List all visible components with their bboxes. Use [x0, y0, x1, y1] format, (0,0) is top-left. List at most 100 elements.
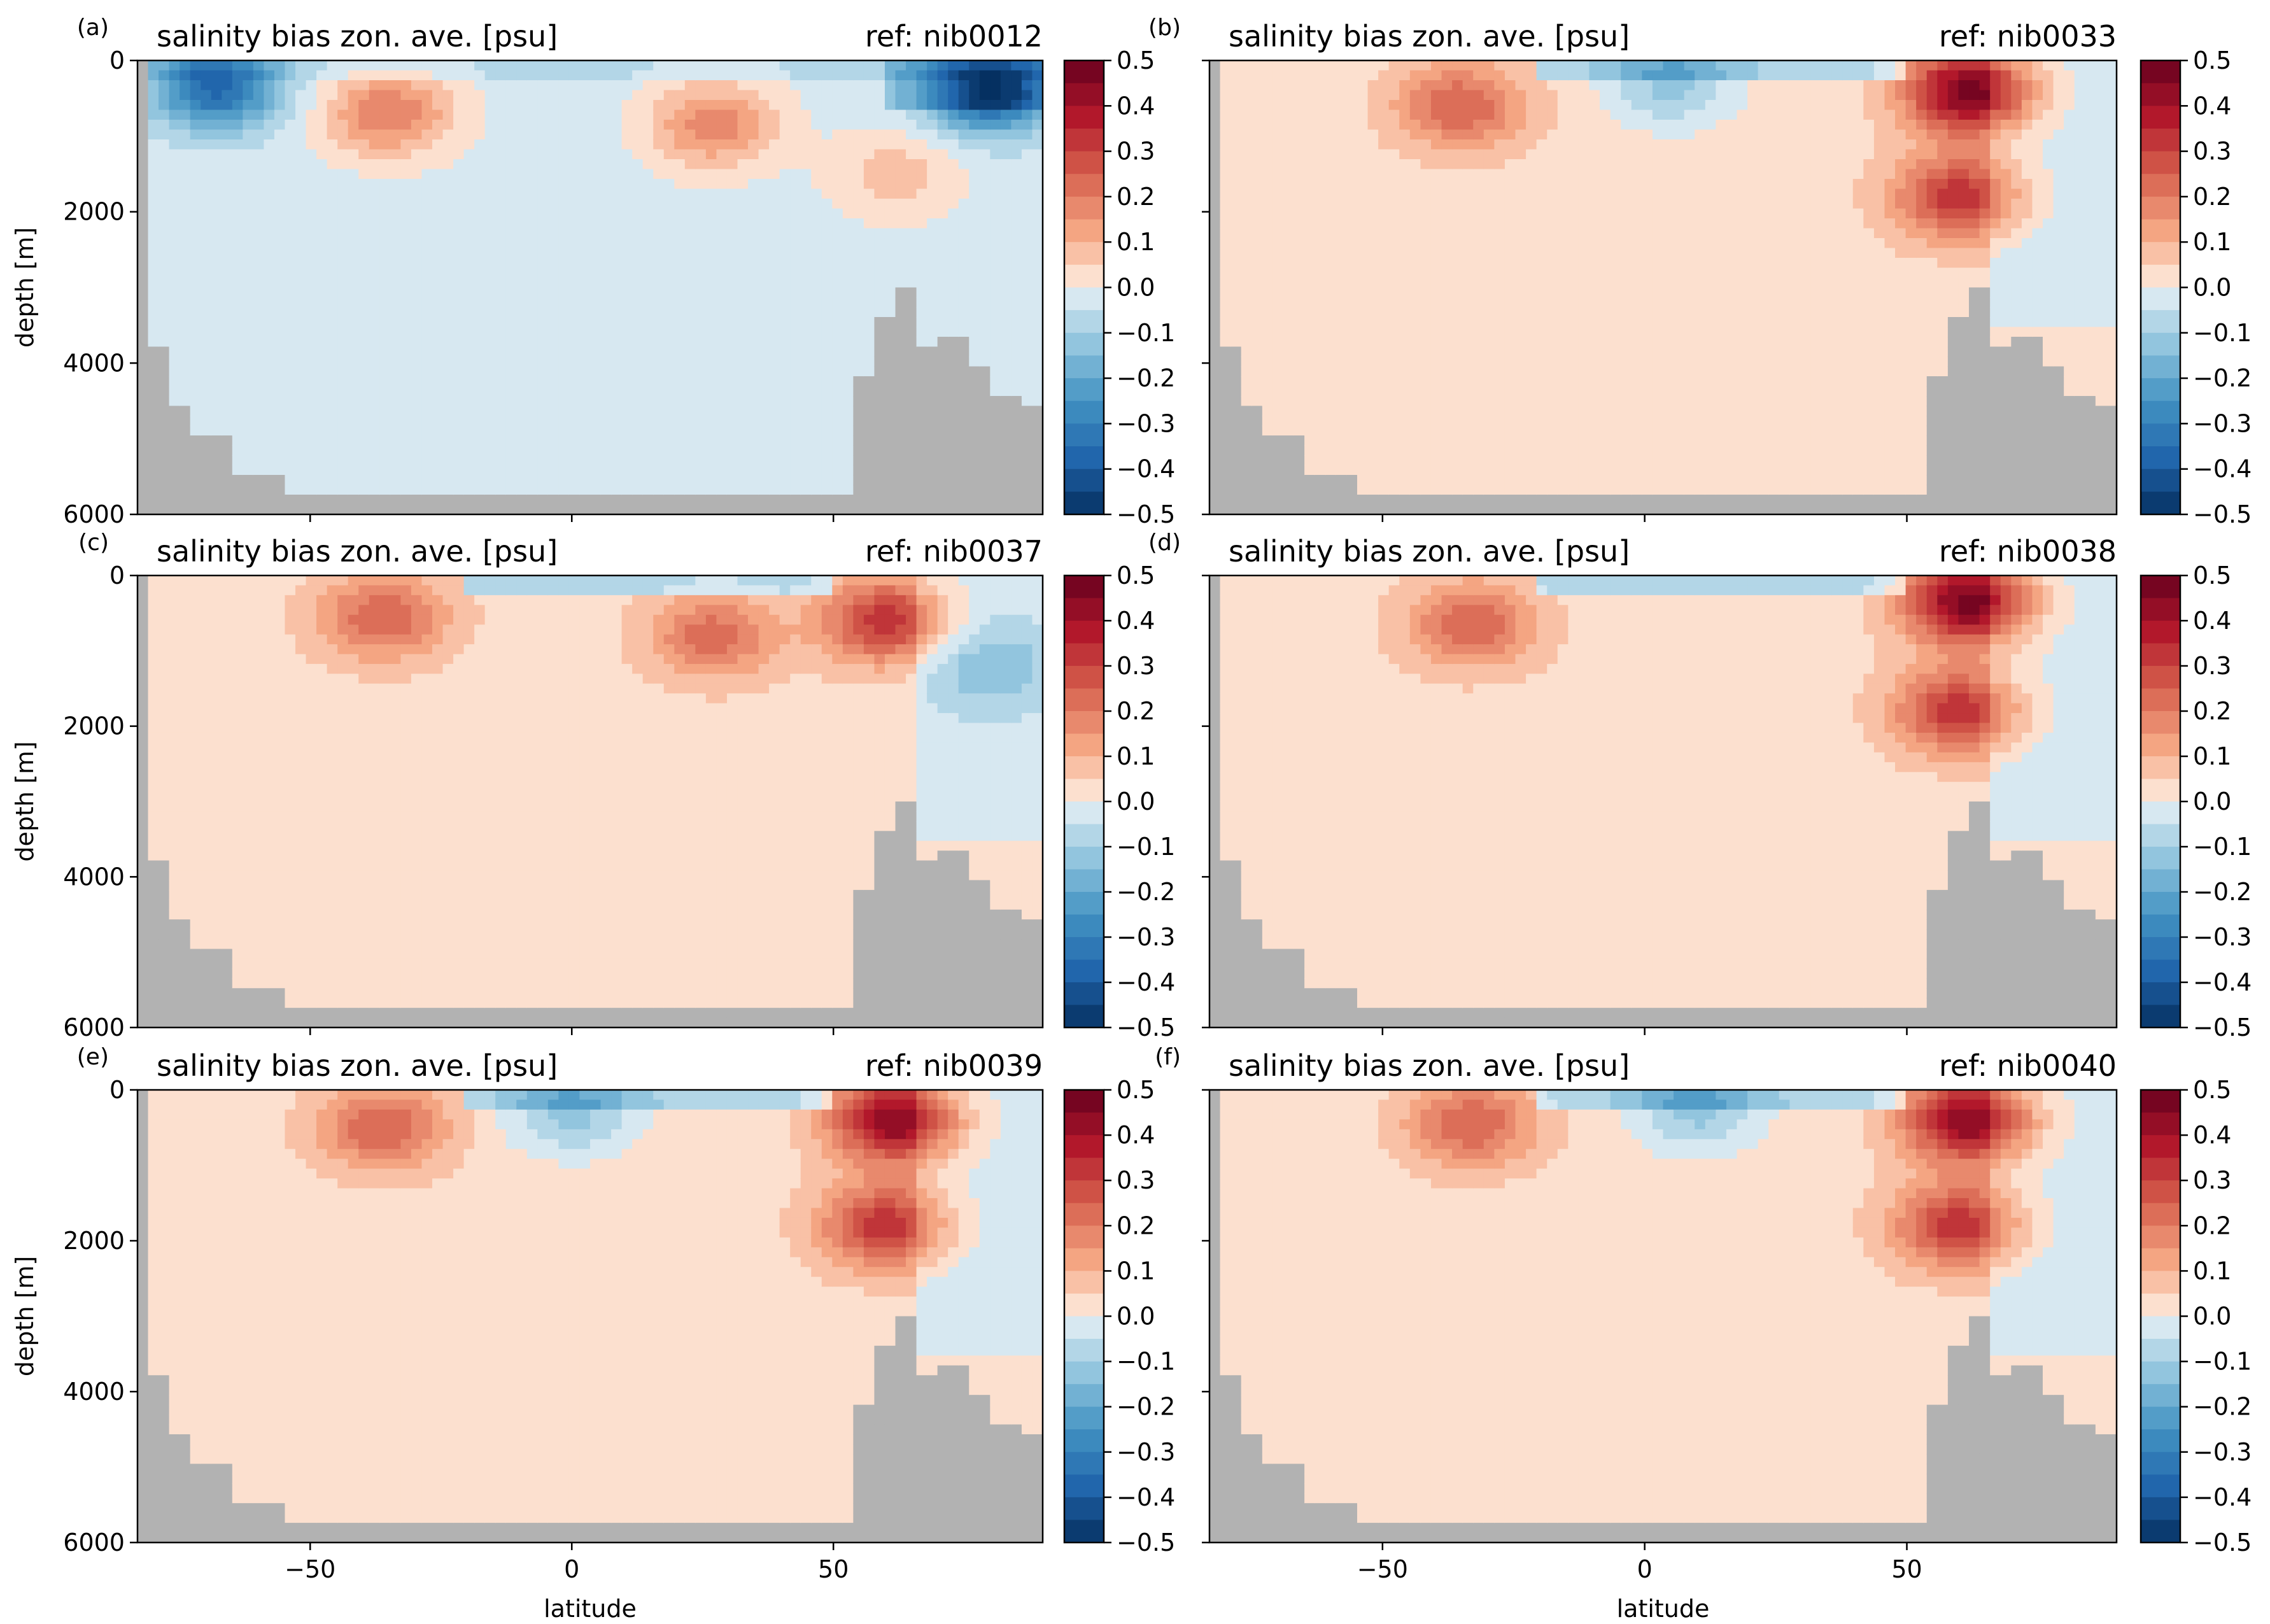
heatmap-cell: [1011, 60, 1022, 71]
heatmap-cell: [800, 199, 812, 209]
heatmap-cell: [716, 484, 728, 495]
heatmap-cell: [337, 60, 349, 71]
heatmap-cell: [748, 445, 759, 456]
heatmap-cell: [927, 109, 938, 120]
heatmap-cell: [884, 199, 896, 209]
heatmap-cell: [516, 70, 528, 81]
heatmap-cell: [990, 208, 1001, 219]
heatmap-cell: [611, 100, 623, 111]
heatmap-cell: [895, 346, 906, 357]
heatmap-cell: [1241, 297, 1253, 308]
heatmap-cell: [526, 60, 539, 71]
heatmap-cell: [948, 218, 959, 229]
heatmap-cell: [159, 208, 170, 219]
heatmap-cell: [222, 228, 233, 239]
heatmap-cell: [811, 248, 822, 258]
heatmap-cell: [232, 188, 244, 199]
heatmap-cell: [295, 60, 307, 71]
heatmap-cell: [1011, 218, 1022, 229]
heatmap-cell: [432, 406, 444, 416]
heatmap-cell: [1304, 238, 1316, 249]
heatmap-cell: [337, 484, 349, 495]
heatmap-cell: [148, 317, 159, 328]
heatmap-cell: [748, 357, 759, 367]
heatmap-cell: [1251, 208, 1263, 219]
heatmap-cell: [505, 475, 518, 486]
heatmap-cell: [442, 238, 454, 249]
heatmap-cell: [1294, 238, 1305, 249]
heatmap-cell: [1230, 435, 1242, 446]
heatmap-cell: [190, 396, 201, 407]
heatmap-cell: [1346, 504, 1358, 515]
heatmap-cell: [327, 278, 338, 288]
heatmap-cell: [1000, 307, 1012, 318]
heatmap-cell: [884, 208, 896, 219]
heatmap-cell: [285, 80, 296, 91]
heatmap-cell: [853, 80, 864, 91]
heatmap-cell: [884, 149, 896, 160]
heatmap-cell: [1032, 80, 1043, 91]
heatmap-cell: [484, 139, 496, 150]
heatmap-cell: [779, 90, 791, 101]
heatmap-cell: [769, 70, 780, 81]
heatmap-cell: [800, 386, 812, 397]
heatmap-cell: [411, 366, 423, 377]
heatmap-cell: [684, 425, 696, 436]
heatmap-cell: [695, 149, 707, 160]
heatmap-cell: [1000, 396, 1012, 407]
heatmap-cell: [547, 159, 560, 170]
heatmap-cell: [505, 337, 518, 348]
heatmap-cell: [642, 218, 654, 229]
heatmap-cell: [863, 100, 875, 111]
heatmap-cell: [674, 208, 686, 219]
heatmap-cell: [274, 416, 286, 427]
heatmap-cell: [484, 435, 496, 446]
heatmap-cell: [853, 238, 864, 249]
heatmap-cell: [611, 366, 623, 377]
heatmap-cell: [1367, 297, 1379, 308]
heatmap-cell: [169, 120, 180, 131]
heatmap-cell: [148, 346, 159, 357]
heatmap-cell: [505, 386, 518, 397]
heatmap-cell: [916, 199, 927, 209]
heatmap-cell: [558, 406, 570, 416]
heatmap-cell: [253, 475, 265, 486]
heatmap-cell: [1388, 475, 1400, 486]
heatmap-cell: [1409, 376, 1421, 387]
heatmap-cell: [1336, 149, 1348, 160]
heatmap-cell: [927, 376, 938, 387]
heatmap-cell: [1378, 495, 1390, 505]
heatmap-cell: [927, 179, 938, 190]
heatmap-cell: [190, 238, 201, 249]
heatmap-cell: [421, 396, 433, 407]
heatmap-cell: [958, 416, 970, 427]
heatmap-cell: [421, 267, 433, 278]
heatmap-cell: [1272, 396, 1284, 407]
heatmap-cell: [1378, 258, 1390, 269]
heatmap-cell: [579, 357, 591, 367]
heatmap-cell: [748, 396, 759, 407]
heatmap-cell: [874, 357, 885, 367]
heatmap-cell: [748, 248, 759, 258]
heatmap-cell: [306, 159, 317, 170]
heatmap-cell: [906, 465, 917, 476]
heatmap-cell: [800, 100, 812, 111]
heatmap-cell: [842, 425, 854, 436]
heatmap-cell: [832, 60, 843, 71]
heatmap-cell: [222, 386, 233, 397]
heatmap-cell: [990, 455, 1001, 466]
heatmap-cell: [632, 80, 644, 91]
heatmap-cell: [1209, 357, 1221, 367]
heatmap-cell: [495, 199, 507, 209]
heatmap-cell: [958, 199, 970, 209]
heatmap-cell: [1399, 120, 1411, 131]
heatmap-cell: [348, 425, 360, 436]
heatmap-cell: [642, 416, 654, 427]
heatmap-cell: [442, 70, 454, 81]
heatmap-cell: [1367, 258, 1379, 269]
heatmap-cell: [1378, 465, 1390, 476]
heatmap-cell: [421, 357, 433, 367]
heatmap-cell: [190, 129, 201, 140]
heatmap-cell: [568, 406, 581, 416]
heatmap-cell: [1325, 435, 1337, 446]
